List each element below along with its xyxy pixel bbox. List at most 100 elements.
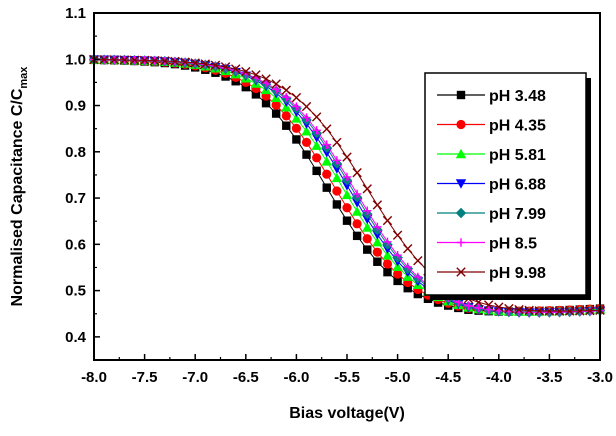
data-point [351,206,363,216]
data-point [302,150,311,159]
data-point [282,121,291,130]
data-point [342,203,352,213]
data-point [554,306,565,316]
data-point [109,55,119,65]
data-point [190,58,200,68]
data-point [230,64,241,74]
data-point [373,222,382,232]
data-point [332,137,342,148]
data-point [312,153,322,163]
data-point [282,92,291,102]
data-point [373,257,382,266]
data-point [271,85,281,94]
data-point [251,70,261,80]
x-tick-label: -6.0 [283,369,309,386]
data-point [221,63,230,73]
data-point [455,179,467,189]
data-point [332,156,342,165]
data-point [322,140,331,149]
data-point [170,56,180,67]
data-point [456,267,466,277]
data-point [455,207,467,219]
x-tick-label: -3.0 [587,369,613,386]
data-point [251,90,261,99]
data-point [271,109,281,118]
data-point [455,148,467,159]
data-point [220,62,231,72]
data-point [241,82,250,92]
data-point [99,54,109,65]
data-point [464,301,473,310]
x-tick-label: -5.5 [334,369,360,386]
data-point [342,172,352,182]
data-point [200,59,211,69]
data-point [352,231,362,241]
data-point [544,306,555,316]
data-point [241,66,251,77]
data-point [271,100,281,110]
data-point [291,113,302,123]
y-tick-label: 0.7 [65,190,86,207]
data-point [413,255,423,266]
legend-item: pH 9.98 [437,265,546,282]
data-point [342,216,352,225]
data-point [332,186,342,196]
data-point [129,55,140,65]
data-point [301,101,312,112]
data-point [281,85,291,95]
data-point [292,102,301,111]
data-point [362,184,372,194]
legend: pH 3.48 pH 4.35 pH 5.81 pH 6.88 pH 7.99 pH 8.… [424,72,591,300]
data-point [392,230,403,240]
data-point [351,198,363,208]
data-point [210,60,221,70]
data-point [494,302,504,312]
data-point [535,308,544,317]
x-axis-title: Bias voltage(V) [289,405,405,422]
data-point [474,303,483,313]
data-point [494,306,503,316]
y-tick-label: 1.1 [65,5,86,22]
data-point [322,124,332,134]
data-point [321,156,332,166]
data-point [341,189,353,200]
data-point [312,126,321,135]
x-tick-label: -4.5 [435,369,461,386]
y-axis-title-subscript: max [18,66,30,89]
data-point [331,172,343,183]
data-point [363,245,372,254]
data-point [403,262,412,272]
data-point [311,112,322,122]
data-point [504,303,514,314]
data-point [332,200,342,209]
data-point [524,305,534,316]
legend-label: pH 6.88 [489,177,546,194]
legend-item: pH 3.48 [437,88,546,105]
data-point [403,283,412,293]
legend-item: pH 6.88 [437,177,546,194]
data-point [302,113,311,122]
data-point [352,189,362,199]
data-point [352,219,362,229]
data-point [383,267,392,277]
x-tick-label: -3.5 [536,369,562,386]
x-tick-label: -6.5 [233,369,259,386]
data-point [575,306,585,316]
y-tick-label: 0.9 [65,98,86,115]
data-point [180,57,190,67]
data-point [292,135,301,144]
data-point [231,66,240,75]
data-point [261,74,271,84]
data-point [413,289,423,299]
legend-label: pH 8.5 [489,236,537,253]
data-point [372,200,383,210]
data-point [393,276,402,286]
data-point [139,55,150,66]
data-point [311,140,322,150]
legend-label: pH 5.81 [489,147,546,164]
data-point [301,126,312,136]
legend-label: pH 4.35 [489,118,546,135]
data-point [393,269,403,279]
data-point [119,55,130,65]
data-point [150,55,160,66]
